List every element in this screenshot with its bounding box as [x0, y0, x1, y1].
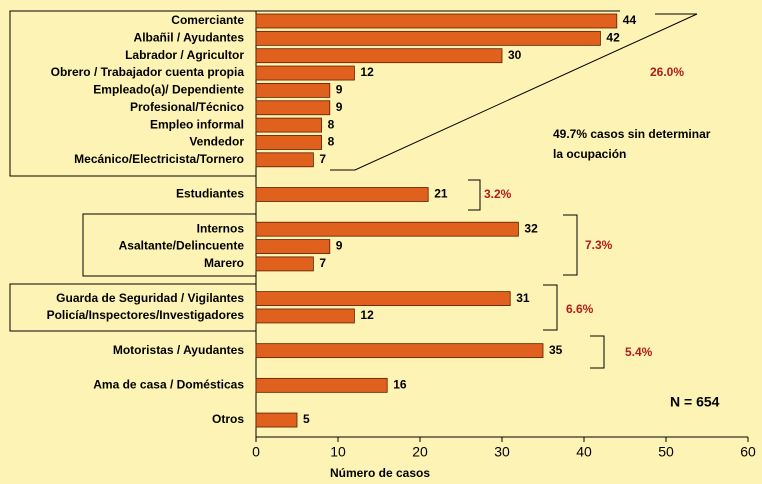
- value-label: 16: [393, 378, 407, 392]
- annotation: N = 654: [670, 394, 720, 410]
- y-tick-label: Ama de casa / Domésticas: [93, 378, 244, 392]
- x-tick-label: 0: [252, 444, 260, 460]
- bar: [255, 100, 331, 116]
- bar: [255, 256, 314, 272]
- bar: [255, 48, 503, 64]
- y-tick-label: Labrador / Agricultor: [125, 48, 244, 62]
- value-label: 30: [508, 48, 522, 62]
- y-tick-label: Motoristas / Ayudantes: [113, 343, 244, 357]
- y-tick-label: Estudiantes: [176, 187, 244, 201]
- callout-line: [330, 13, 698, 171]
- y-tick-label: Mecánico/Electricista/Tornero: [74, 152, 244, 166]
- x-tick-label: 40: [576, 444, 592, 460]
- annotation: la ocupación: [553, 147, 626, 161]
- y-tick-label: Guarda de Seguridad / Vigilantes: [56, 291, 244, 305]
- y-tick-label: Internos: [197, 221, 245, 235]
- value-label: 12: [360, 308, 374, 322]
- value-label: 9: [336, 100, 343, 114]
- y-tick-label: Marero: [204, 256, 244, 270]
- annotation: 7.3%: [585, 238, 613, 252]
- bracket: [590, 335, 605, 369]
- y-tick-label: Asaltante/Delincuente: [119, 239, 245, 253]
- value-label: 9: [336, 239, 343, 253]
- bar: [255, 65, 355, 81]
- bar: [255, 30, 601, 46]
- x-tick-label: 30: [494, 444, 510, 460]
- bar: [255, 239, 331, 254]
- bar: [255, 13, 618, 29]
- x-tick-label: 50: [658, 444, 674, 460]
- bar: [255, 135, 322, 150]
- value-label: 7: [319, 152, 326, 166]
- y-tick-label: Albañil / Ayudantes: [134, 31, 245, 45]
- bar: [255, 412, 298, 428]
- bracket: [468, 179, 481, 211]
- annotation: 6.6%: [566, 302, 594, 316]
- x-tick-label: 20: [412, 444, 428, 460]
- bar: [255, 291, 511, 307]
- bar: [255, 308, 355, 324]
- x-tick-label: 10: [330, 444, 346, 460]
- bar: [255, 187, 429, 202]
- bracket: [543, 284, 558, 331]
- annotation: 49.7% casos sin determinar: [553, 127, 711, 141]
- value-label: 12: [360, 65, 374, 79]
- value-label: 31: [516, 291, 530, 305]
- value-label: 7: [319, 256, 326, 270]
- value-label: 42: [606, 31, 620, 45]
- y-tick-label: Empleo informal: [150, 117, 244, 131]
- annotation: 26.0%: [650, 65, 684, 79]
- annotation: 3.2%: [484, 187, 512, 201]
- y-tick-label: Policía/Inspectores/Investigadores: [47, 308, 245, 322]
- value-label: 9: [336, 83, 343, 97]
- bar: [255, 377, 388, 393]
- y-tick-label: Otros: [212, 412, 244, 426]
- annotation: 5.4%: [625, 345, 653, 359]
- bar: [255, 117, 322, 133]
- bracket: [563, 214, 578, 276]
- value-label: 21: [434, 187, 448, 201]
- x-axis-label: Número de casos: [330, 466, 430, 480]
- value-label: 8: [328, 135, 335, 149]
- bar: [255, 83, 331, 98]
- value-label: 5: [303, 412, 310, 426]
- bar: [255, 152, 314, 168]
- value-label: 44: [623, 13, 637, 27]
- value-label: 8: [328, 117, 335, 131]
- bar: [255, 221, 519, 237]
- y-tick-label: Profesional/Técnico: [130, 100, 244, 114]
- y-tick-label: Comerciante: [171, 13, 244, 27]
- y-tick-label: Empleado(a)/ Dependiente: [93, 83, 244, 97]
- x-tick-label: 60: [740, 444, 756, 460]
- y-tick-label: Vendedor: [189, 135, 244, 149]
- y-tick-label: Obrero / Trabajador cuenta propia: [51, 65, 245, 79]
- value-label: 35: [549, 343, 563, 357]
- bar: [255, 343, 544, 359]
- value-label: 32: [524, 221, 538, 235]
